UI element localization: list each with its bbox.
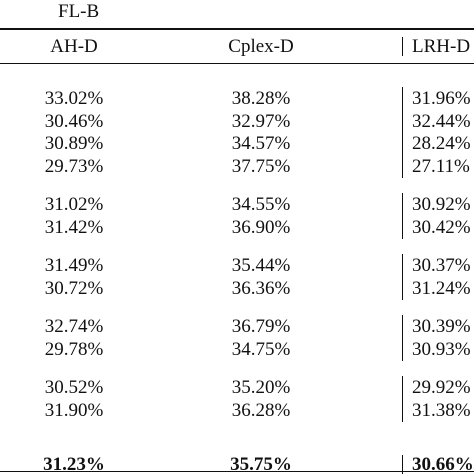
table-cell-cplex-d: 35.44%: [231, 255, 291, 276]
column-header-ah-d: AH-D: [50, 36, 98, 57]
column-separator: [402, 109, 404, 133]
table-cell-ah-d: 29.78%: [44, 338, 104, 360]
table-cell-ah-d: 31.90%: [44, 399, 104, 421]
summary-separator: [402, 455, 404, 474]
table-cell-ah-d: 30.72%: [44, 277, 104, 299]
column-separator: [402, 215, 404, 239]
table-cell-ah-d: 31.02%: [44, 194, 104, 215]
table-cell-lrh-d: 30.42%: [412, 216, 471, 238]
table-cell-cplex-d: 36.28%: [231, 399, 291, 421]
table-cell-cplex-d: 34.75%: [231, 338, 291, 360]
table-cell-cplex-d: 32.97%: [231, 110, 291, 132]
table-cell-lrh-d: 31.38%: [412, 399, 471, 421]
column-separator: [402, 254, 404, 278]
table-cell-ah-d: 29.73%: [44, 155, 104, 177]
column-separator: [402, 276, 404, 300]
table-cell-ah-d: 31.49%: [44, 255, 104, 276]
column-separator: [402, 132, 404, 156]
column-separator: [402, 376, 404, 400]
table-cell-lrh-d: 30.93%: [412, 338, 471, 360]
table-cell-lrh-d: 31.96%: [412, 88, 471, 109]
table-cell-lrh-d: 29.92%: [412, 377, 471, 398]
summary-cell-cplex-d: 35.75%: [230, 454, 292, 474]
table-cell-cplex-d: 38.28%: [231, 88, 291, 109]
summary-rule: [0, 471, 474, 472]
column-separator: [402, 315, 404, 339]
column-separator: [402, 154, 404, 178]
header-rule: [0, 63, 474, 64]
column-header-lrh-d: LRH-D: [412, 36, 471, 57]
column-separator: [402, 337, 404, 361]
table-cell-ah-d: 30.46%: [44, 110, 104, 132]
table-cell-lrh-d: 27.11%: [412, 155, 470, 177]
summary-cell-lrh-d: 30.66%: [412, 454, 474, 474]
table-cell-cplex-d: 36.90%: [231, 216, 291, 238]
table-cell-cplex-d: 36.36%: [231, 277, 291, 299]
table-cell-cplex-d: 34.57%: [231, 133, 291, 154]
table-cell-cplex-d: 37.75%: [231, 155, 291, 177]
table-cell-ah-d: 33.02%: [44, 88, 104, 109]
table-cell-cplex-d: 34.55%: [231, 194, 291, 215]
table-cell-lrh-d: 30.37%: [412, 255, 471, 276]
group-label: FL-B: [58, 1, 100, 22]
table-cell-lrh-d: 32.44%: [412, 110, 471, 132]
table-cell-cplex-d: 35.20%: [231, 377, 291, 398]
top-rule: [0, 28, 474, 30]
summary-cell-ah-d: 31.23%: [43, 454, 105, 474]
column-separator: [402, 37, 404, 56]
table-cell-ah-d: 30.89%: [44, 133, 104, 154]
table-cell-lrh-d: 28.24%: [412, 133, 471, 154]
table-cell-ah-d: 32.74%: [44, 316, 104, 337]
table-cell-lrh-d: 31.24%: [412, 277, 471, 299]
column-separator: [402, 87, 404, 111]
column-separator: [402, 398, 404, 422]
table-cell-lrh-d: 30.39%: [412, 316, 471, 337]
table-cell-cplex-d: 36.79%: [231, 316, 291, 337]
table-cell-ah-d: 30.52%: [44, 377, 104, 398]
column-separator: [402, 193, 404, 217]
table-cell-lrh-d: 30.92%: [412, 194, 471, 215]
column-header-cplex-d: Cplex-D: [228, 36, 294, 57]
table-cell-ah-d: 31.42%: [44, 216, 104, 238]
